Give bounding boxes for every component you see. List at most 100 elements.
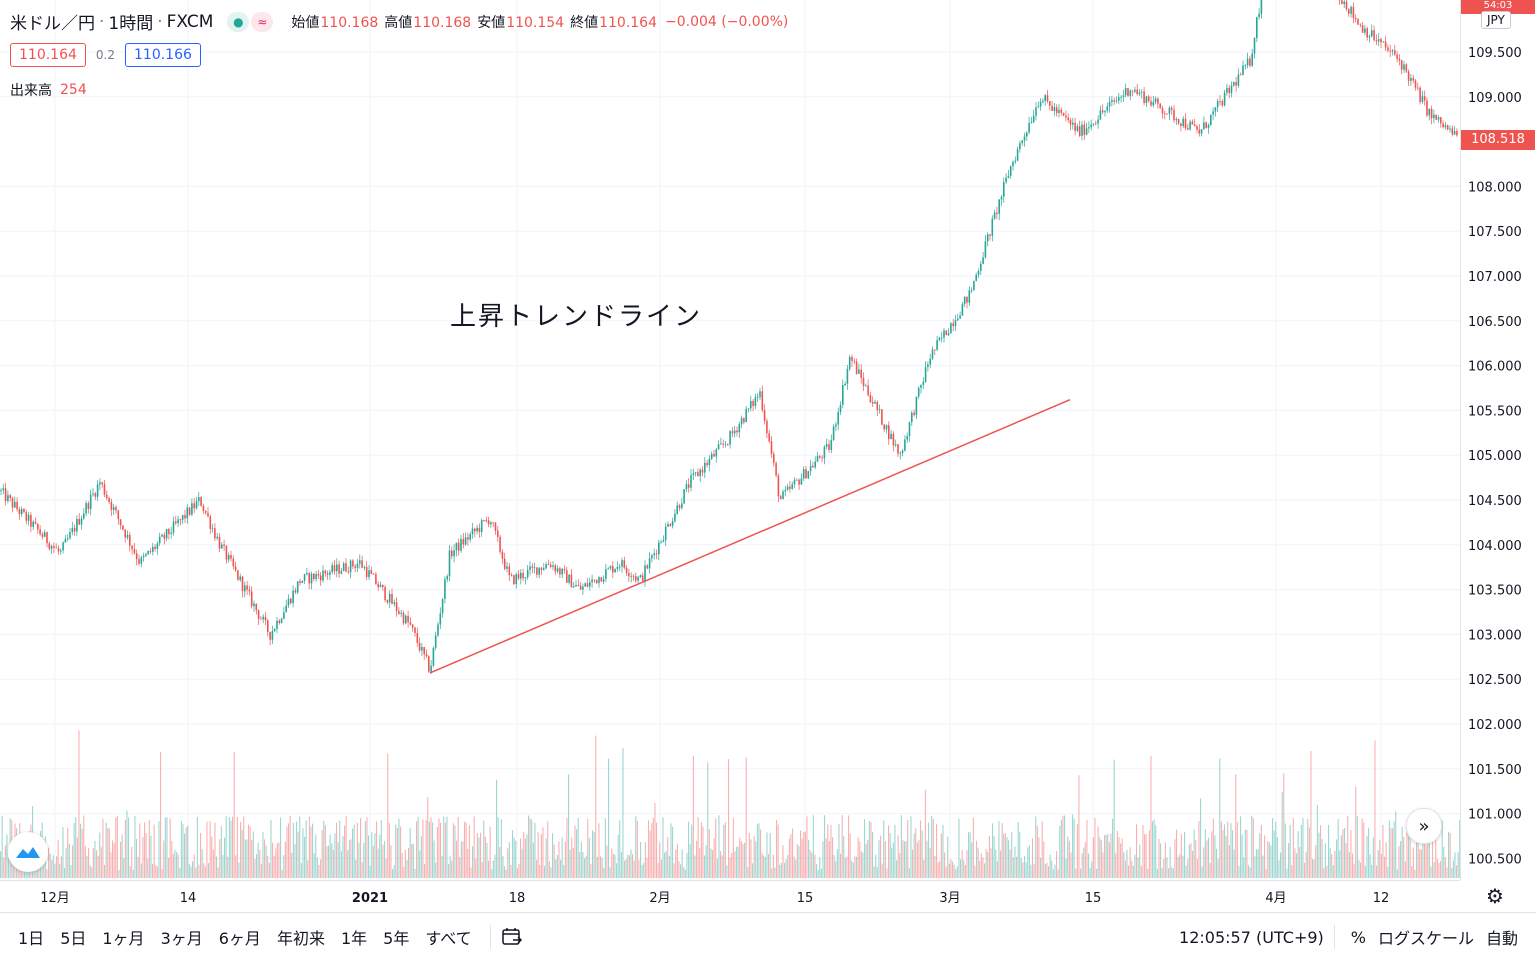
clock-timezone[interactable]: 12:05:57 (UTC+9) <box>1179 928 1324 947</box>
range-button[interactable]: 1年 <box>333 925 375 949</box>
buy-button[interactable]: 110.166 <box>125 43 201 67</box>
candle-body <box>212 528 214 529</box>
volume-bar <box>1176 830 1177 878</box>
volume-bar <box>600 856 601 878</box>
volume-bar <box>899 853 900 878</box>
candle-body <box>745 409 747 422</box>
candle-body <box>1079 126 1081 136</box>
volume-bar <box>1115 853 1116 878</box>
gear-icon[interactable]: ⚙ <box>1486 884 1504 908</box>
volume-bar <box>333 850 334 878</box>
range-button[interactable]: 1ヶ月 <box>94 925 152 949</box>
volume-bar <box>768 854 769 878</box>
volume-bar <box>645 842 646 878</box>
candle-body <box>1261 0 1263 14</box>
range-button[interactable]: 3ヶ月 <box>153 925 211 949</box>
volume-bar <box>494 855 495 878</box>
volume-bar <box>1259 833 1260 878</box>
candle-body <box>819 456 821 457</box>
volume-bar <box>66 848 67 878</box>
percent-toggle[interactable]: % <box>1345 928 1372 947</box>
volume-bar <box>1304 863 1305 878</box>
candle-body <box>28 515 30 521</box>
currency-badge[interactable]: JPY <box>1481 11 1511 29</box>
volume-bar <box>323 821 324 878</box>
candle-body <box>536 567 538 574</box>
volume-bar <box>1026 862 1027 878</box>
candle-body <box>1226 88 1228 93</box>
volume-bar <box>400 827 401 878</box>
volume-bar <box>587 819 588 878</box>
volume-bar <box>83 815 84 878</box>
candle-body <box>21 509 23 514</box>
volume-bar <box>1298 831 1299 878</box>
candle-body <box>805 469 807 478</box>
range-button[interactable]: 5年 <box>375 925 417 949</box>
volume-bar <box>464 822 465 878</box>
candle-body <box>952 323 954 326</box>
candle-body <box>235 566 237 570</box>
candle-body <box>1072 123 1074 125</box>
candle-body <box>1182 119 1184 126</box>
candle-body <box>283 612 285 619</box>
volume-bar <box>64 868 65 878</box>
candle-body <box>596 580 598 583</box>
volume-bar <box>90 865 91 878</box>
volume-bar <box>1371 865 1372 878</box>
symbol-name[interactable]: 米ドル／円 <box>10 9 95 34</box>
volume-bar <box>221 826 222 878</box>
volume-bar <box>74 823 75 878</box>
volume-bar <box>115 818 116 878</box>
range-button[interactable]: 6ヶ月 <box>211 925 269 949</box>
log-scale-toggle[interactable]: ログスケール <box>1372 925 1480 949</box>
candle-body <box>62 543 64 551</box>
volume-bar <box>530 818 531 878</box>
candle-body <box>191 503 193 514</box>
exchange-label[interactable]: FXCM <box>167 12 214 32</box>
scroll-to-realtime-button[interactable]: » <box>1406 808 1442 844</box>
candle-body <box>233 559 235 567</box>
candle-body <box>1201 129 1203 133</box>
candle-body <box>607 568 609 569</box>
volume-bar <box>742 844 743 878</box>
volume-bar <box>694 855 695 878</box>
candle-body <box>251 591 253 606</box>
volume-bar <box>1122 839 1123 878</box>
volume-bar <box>709 829 710 878</box>
wave-icon[interactable]: ≈ <box>251 12 273 32</box>
volume-bar <box>693 756 694 878</box>
candle-body <box>506 566 508 568</box>
range-button[interactable]: すべて <box>417 925 479 949</box>
ohlc-value: 110.168 <box>320 15 378 31</box>
trendline-annotation[interactable]: 上昇トレンドライン <box>450 296 702 333</box>
calendar-range-icon[interactable] <box>501 926 523 948</box>
range-button[interactable]: 1日 <box>0 925 52 949</box>
volume-bar <box>688 822 689 878</box>
auto-scale-toggle[interactable]: 自動 <box>1480 925 1524 949</box>
volume-bar <box>486 843 487 878</box>
sell-button[interactable]: 110.164 <box>10 43 86 67</box>
volume-bar <box>1214 835 1215 878</box>
candle-body <box>1380 39 1382 42</box>
volume-bar <box>650 831 651 878</box>
candle-body <box>959 316 961 319</box>
market-open-icon[interactable]: ● <box>227 12 249 32</box>
interval-label[interactable]: 1時間 <box>108 9 153 34</box>
tradingview-logo[interactable] <box>8 832 48 872</box>
candle-body <box>168 529 170 534</box>
range-button[interactable]: 年初来 <box>269 925 333 949</box>
candle-body <box>124 530 126 538</box>
volume-bar <box>1254 856 1255 878</box>
candle-body <box>90 495 92 509</box>
volume-label[interactable]: 出来高 <box>10 80 52 100</box>
price-chart[interactable] <box>0 0 1460 880</box>
volume-bar <box>1430 866 1431 878</box>
uptrend-line[interactable] <box>430 400 1070 673</box>
volume-bar <box>928 823 929 878</box>
range-button[interactable]: 5日 <box>52 925 94 949</box>
volume-bar <box>904 842 905 878</box>
candle-body <box>759 391 761 397</box>
volume-bar <box>8 858 9 878</box>
volume-bar <box>59 864 60 878</box>
